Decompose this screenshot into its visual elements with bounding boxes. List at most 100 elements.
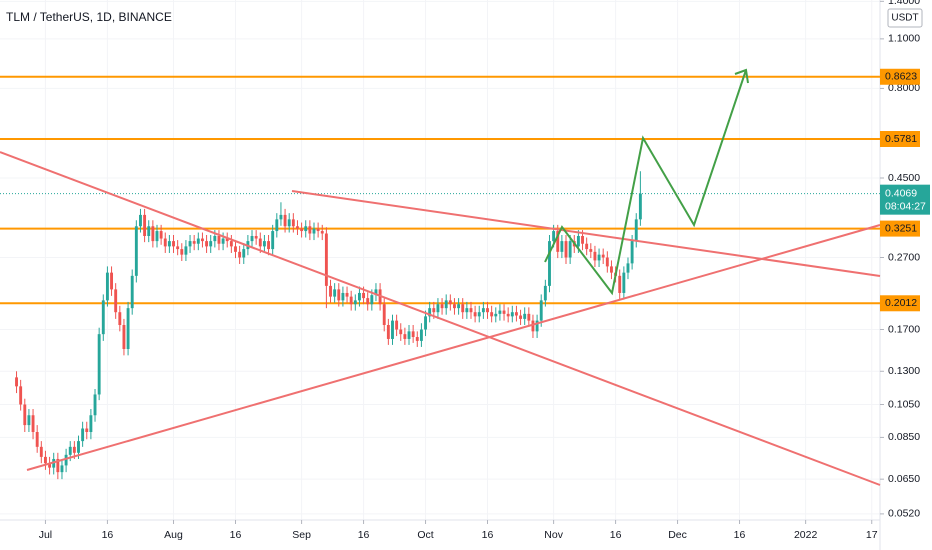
candle-body [626,263,630,273]
y-tick-label: 0.0650 [888,473,920,485]
grid [0,0,880,520]
last-price-label: 0.4069 [885,187,917,199]
last-price-tag [880,184,930,215]
x-tick-label: 16 [610,529,622,541]
candle-body [139,214,142,227]
price-level-tag [880,131,920,148]
candle-body [130,275,134,309]
candle-body [159,231,163,239]
candle-body [64,454,68,466]
candle-body [163,238,167,247]
y-tick-label: 0.1700 [888,323,920,335]
candle-body [105,272,109,301]
candle-body [638,193,642,220]
candle-body [48,463,52,468]
candle-body [473,312,477,317]
candle-body [556,231,560,252]
candle-body [349,296,353,305]
candle-body [287,219,291,227]
unit-label: USDT [891,13,918,24]
candle-body [262,241,266,247]
x-tick-label: 16 [358,529,370,541]
candle-body [250,236,254,242]
candle-body [477,312,481,317]
x-tick-label: 16 [102,529,114,541]
x-tick-label: 2022 [794,529,818,541]
candle-body [362,292,366,299]
candle-body [457,304,461,309]
candle-body [200,238,204,242]
candle-body [23,404,27,426]
candle-body [618,275,622,293]
x-tick-label: Aug [164,529,183,541]
candle-body [527,313,531,321]
candle-body [258,238,262,247]
drawings [0,68,881,486]
candle-body [35,432,39,447]
candle-body [291,219,295,227]
candle-body [72,446,76,453]
candle-body [275,219,279,232]
candle-body [461,304,465,313]
y-tick-label: 1.1000 [888,33,920,45]
candle-body [345,292,349,297]
candle-body [205,241,209,247]
candle-body [576,236,580,247]
x-tick-label: 16 [734,529,746,541]
axes: 1.4000 1.1000 0.8000 0.4500 0.2700 0.1700 0.13… [39,0,930,541]
candle-body [424,316,427,330]
candle-body [444,300,448,309]
candle-body [209,241,213,247]
y-tick-label: 0.8000 [888,82,920,94]
candle-body [502,310,506,314]
candle-body [267,241,270,250]
candle-body [391,320,394,339]
candle-body [564,241,568,258]
candle-body [143,214,147,237]
candle-body [300,228,304,232]
candle-body [610,266,613,273]
candle-body [329,285,332,297]
candle-body [605,257,609,267]
candle-body [353,300,357,305]
projection-path [544,69,747,296]
candle-body [279,214,283,220]
x-tick-label: Oct [417,529,433,541]
candle-body [498,310,502,314]
candle-body [229,241,233,247]
candle-body [320,231,324,234]
y-tick-label: 1.4000 [888,0,920,7]
candle-body [254,236,258,239]
levels [0,75,880,305]
price-level-label: 0.3251 [885,222,917,234]
price-level-tag [880,68,920,85]
candle-body [415,337,419,341]
candles [15,171,642,480]
candle-body [60,465,64,473]
candle-body [176,246,180,250]
candle-body [539,300,543,321]
y-tick-label: 0.1050 [888,398,920,410]
candle-body [196,238,200,244]
candle-body [77,441,80,453]
candle-body [110,272,113,290]
candle-body [407,331,411,339]
candle-body [535,320,539,332]
candle-body [440,304,444,309]
candle-body [101,300,105,335]
candle-body [432,308,436,313]
candle-body [448,300,452,305]
candle-body [316,228,320,232]
candle-body [44,456,47,464]
candle-body [519,315,523,319]
candle-body [601,254,605,258]
candle-body [386,325,390,339]
candle-body [514,312,518,316]
candle-body [242,249,246,258]
x-tick-label: Jul [39,529,52,541]
price-level-label: 0.5781 [885,133,917,145]
candle-body [15,377,18,387]
candle-body [134,226,138,276]
candle-body [312,228,316,234]
